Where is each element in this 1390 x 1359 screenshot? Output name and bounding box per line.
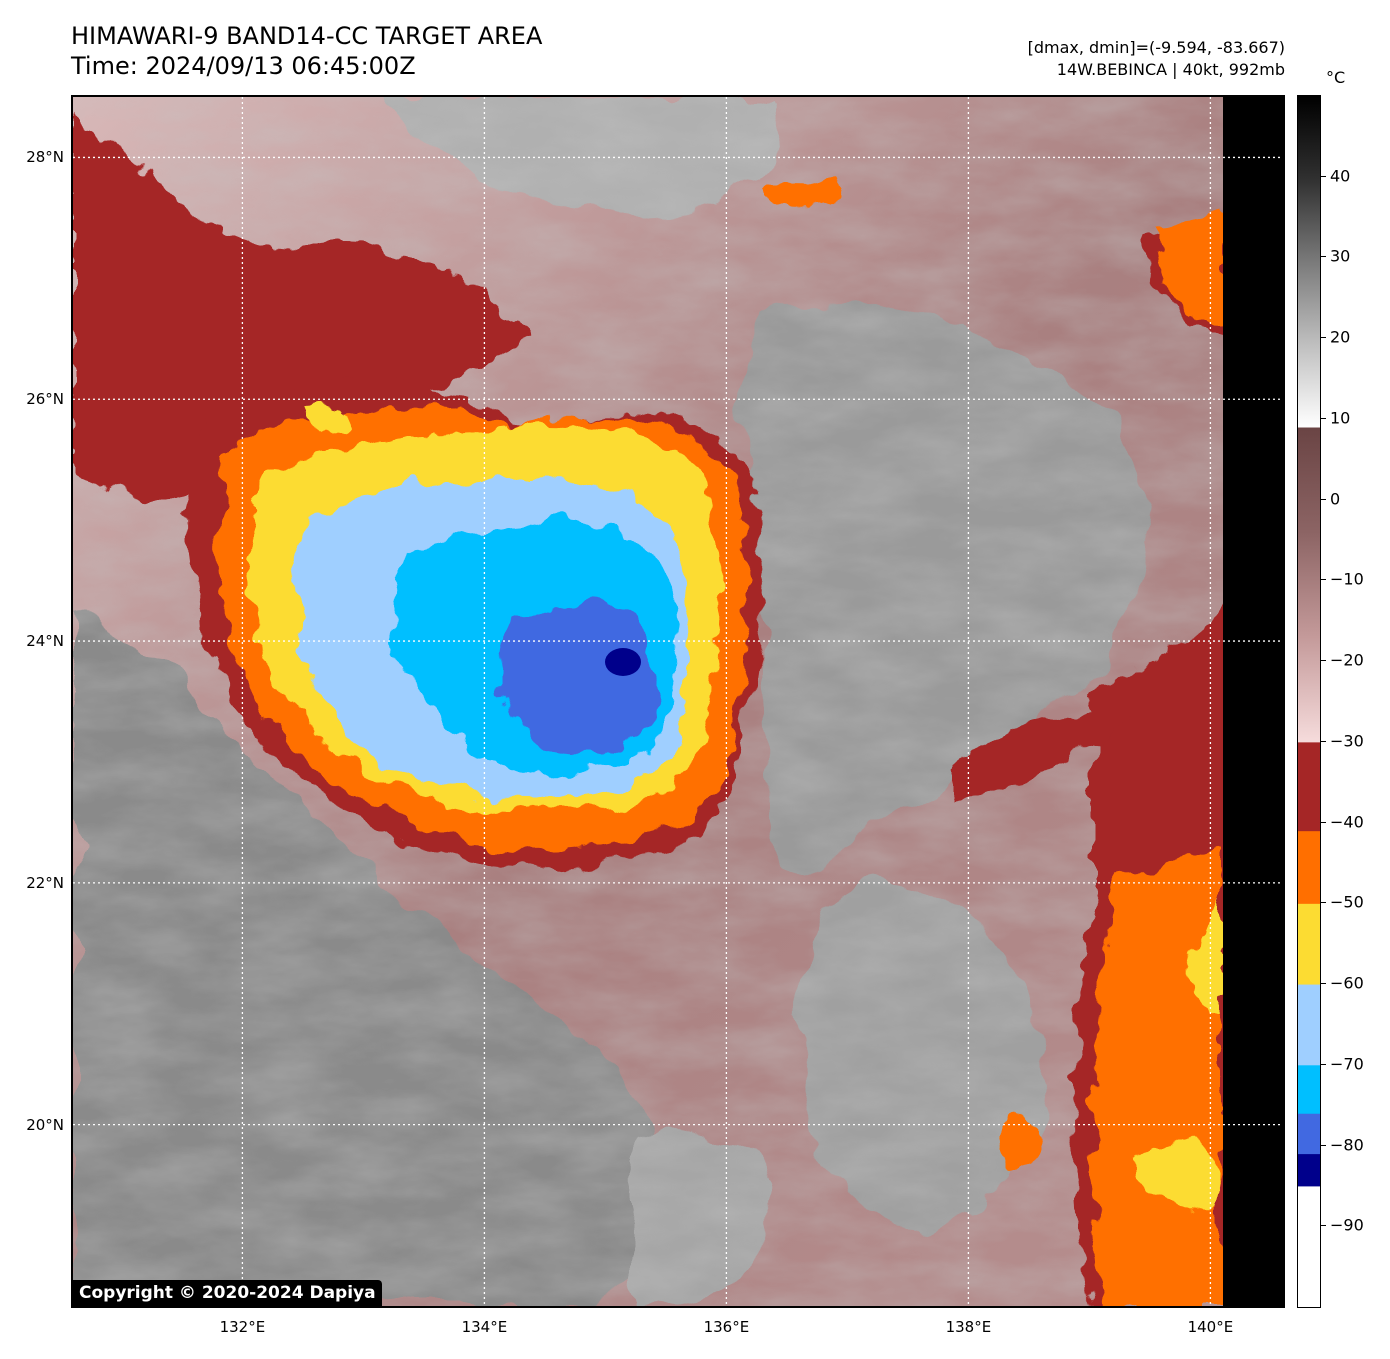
lat-tick-label: 22°N bbox=[26, 873, 64, 892]
colorbar-tick-mark bbox=[1321, 1225, 1326, 1227]
colorbar-segment bbox=[1298, 1064, 1320, 1114]
colorbar-segment bbox=[1298, 1153, 1320, 1187]
colorbar-tick-mark bbox=[1321, 417, 1326, 419]
lat-tick-label: 26°N bbox=[26, 390, 64, 409]
colorbar-tick-label: 40 bbox=[1330, 166, 1351, 186]
colorbar-tick-mark bbox=[1321, 1144, 1326, 1146]
colorbar-tick-mark bbox=[1321, 660, 1326, 662]
lon-tick-label: 134°E bbox=[461, 1318, 508, 1336]
lon-tick-label: 138°E bbox=[945, 1318, 992, 1336]
colorbar-tick-label: −60 bbox=[1330, 973, 1364, 993]
colorbar-tick-mark bbox=[1321, 579, 1326, 581]
colorbar-tick-mark bbox=[1321, 821, 1326, 823]
colorbar-segment bbox=[1298, 984, 1320, 1066]
satellite-imagery bbox=[73, 97, 1283, 1306]
colorbar-tick-label: 20 bbox=[1330, 327, 1351, 347]
chart-title: HIMAWARI-9 BAND14-CC TARGET AREA bbox=[71, 22, 543, 50]
no-data-strip bbox=[1223, 97, 1283, 1306]
colorbar-tick-mark bbox=[1321, 498, 1326, 500]
colorbar-segment bbox=[1298, 1113, 1320, 1155]
colorbar-tick-mark bbox=[1321, 337, 1326, 339]
colorbar-tick-mark bbox=[1321, 175, 1326, 177]
colorbar-tick-label: 30 bbox=[1330, 246, 1351, 266]
blue-region bbox=[503, 602, 659, 752]
colorbar-tick-label: −80 bbox=[1330, 1135, 1364, 1155]
colorbar-tick-mark bbox=[1321, 1063, 1326, 1065]
colorbar-segment bbox=[1298, 96, 1320, 428]
lat-tick-label: 20°N bbox=[26, 1115, 64, 1134]
chart-timestamp: Time: 2024/09/13 06:45:00Z bbox=[71, 52, 416, 80]
lon-tick-label: 132°E bbox=[219, 1318, 266, 1336]
colorbar-tick-label: −90 bbox=[1330, 1215, 1364, 1235]
colorbar-tick-label: −20 bbox=[1330, 650, 1364, 670]
dmax-dmin-readout: [dmax, dmin]=(-9.594, -83.667) bbox=[1027, 38, 1285, 57]
colorbar-tick-label: −10 bbox=[1330, 569, 1364, 589]
colorbar-scale bbox=[1298, 96, 1320, 1307]
colorbar-segment bbox=[1298, 1185, 1320, 1307]
colorbar-tick-label: −30 bbox=[1330, 731, 1364, 751]
gridlines bbox=[73, 97, 1283, 1306]
colorbar-tick-mark bbox=[1321, 740, 1326, 742]
colorbar-tick-mark bbox=[1321, 983, 1326, 985]
storm-info: 14W.BEBINCA | 40kt, 992mb bbox=[1056, 60, 1285, 79]
colorbar-segment bbox=[1298, 903, 1320, 985]
colorbar-tick-mark bbox=[1321, 902, 1326, 904]
colorbar bbox=[1297, 95, 1321, 1308]
colorbar-tick-label: −40 bbox=[1330, 812, 1364, 832]
colorbar-segment bbox=[1298, 830, 1320, 904]
lat-tick-label: 28°N bbox=[26, 148, 64, 167]
colorbar-tick-mark bbox=[1321, 256, 1326, 258]
colorbar-tick-label: −50 bbox=[1330, 892, 1364, 912]
lon-tick-label: 136°E bbox=[703, 1318, 750, 1336]
lat-tick-label: 24°N bbox=[26, 632, 64, 651]
colorbar-tick-label: 10 bbox=[1330, 408, 1351, 428]
colorbar-tick-label: −70 bbox=[1330, 1054, 1364, 1074]
colorbar-segment bbox=[1298, 427, 1320, 743]
coldest-core bbox=[605, 648, 641, 676]
colorbar-tick-label: 0 bbox=[1330, 489, 1341, 509]
lon-tick-label: 140°E bbox=[1187, 1318, 1234, 1336]
colorbar-segment bbox=[1298, 741, 1320, 832]
copyright-badge: Copyright © 2020-2024 Dapiya bbox=[73, 1280, 382, 1306]
satellite-map: Copyright © 2020-2024 Dapiya bbox=[71, 95, 1285, 1308]
colorbar-unit: °C bbox=[1326, 68, 1346, 87]
